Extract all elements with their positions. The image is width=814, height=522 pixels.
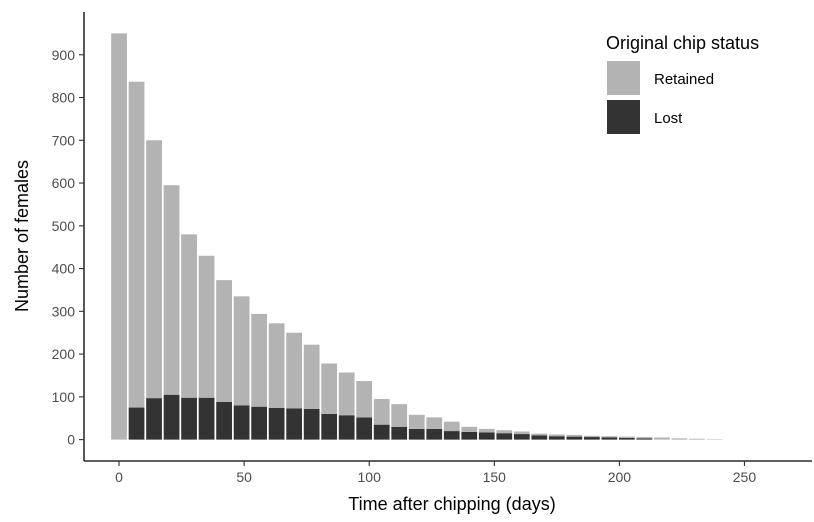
y-axis-title: Number of females xyxy=(12,160,32,312)
bar-lost-189 xyxy=(583,437,600,440)
x-tick-label-0: 0 xyxy=(115,469,123,485)
bar-lost-182 xyxy=(566,436,583,440)
bar-lost-119 xyxy=(408,428,425,440)
legend-label-lost: Lost xyxy=(654,110,683,127)
bar-retained-189 xyxy=(583,435,600,438)
bar-lost-154 xyxy=(496,433,513,440)
bar-retained-126 xyxy=(426,417,443,429)
bar-retained-196 xyxy=(601,436,618,438)
bar-retained-182 xyxy=(566,434,583,437)
legend-label-retained: Retained xyxy=(654,71,714,88)
bar-lost-84 xyxy=(321,413,338,440)
bar-retained-49 xyxy=(233,296,250,406)
y-tick-label-0: 0 xyxy=(67,432,75,448)
y-tick-label-400: 400 xyxy=(52,261,76,277)
bar-lost-63 xyxy=(268,407,285,440)
y-tick-label-700: 700 xyxy=(52,132,76,148)
bar-lost-14 xyxy=(146,398,162,440)
bar-retained-98 xyxy=(356,381,373,418)
y-tick-label-300: 300 xyxy=(52,303,76,319)
bar-retained-112 xyxy=(391,404,408,427)
x-ticks: 0 50 100 150 200 250 xyxy=(115,461,756,485)
bar-lost-210 xyxy=(636,438,653,440)
bar-retained-168 xyxy=(531,433,548,436)
bar-lost-112 xyxy=(391,426,408,440)
bar-lost-175 xyxy=(548,436,565,440)
bar-retained-105 xyxy=(373,399,390,425)
bar-lost-7 xyxy=(128,407,145,440)
bar-lost-49 xyxy=(233,405,250,440)
y-tick-label-600: 600 xyxy=(52,175,76,191)
legend-swatch-lost xyxy=(607,100,640,134)
x-axis-title: Time after chipping (days) xyxy=(348,494,555,514)
bar-lost-77 xyxy=(303,408,320,440)
bar-retained-0 xyxy=(111,33,127,440)
bar-retained-70 xyxy=(286,332,303,409)
bar-lost-126 xyxy=(426,428,443,440)
bar-lost-133 xyxy=(443,431,460,440)
y-tick-label-800: 800 xyxy=(52,90,76,106)
bar-lost-98 xyxy=(356,417,373,440)
bar-lost-161 xyxy=(513,434,530,440)
bar-retained-28 xyxy=(181,234,197,398)
bar-retained-35 xyxy=(198,255,215,398)
x-tick-label-200: 200 xyxy=(608,469,632,485)
bar-retained-224 xyxy=(671,438,688,440)
bar-retained-210 xyxy=(636,437,653,439)
bar-lost-91 xyxy=(338,415,355,440)
bar-retained-175 xyxy=(548,434,565,437)
axes xyxy=(83,12,812,462)
bar-retained-119 xyxy=(408,414,425,429)
bar-lost-147 xyxy=(478,432,495,440)
y-tick-label-100: 100 xyxy=(52,389,76,405)
bar-lost-140 xyxy=(461,431,478,440)
bar-lost-168 xyxy=(531,435,548,440)
bar-lost-70 xyxy=(286,408,303,440)
x-tick-label-250: 250 xyxy=(733,469,757,485)
bar-retained-133 xyxy=(443,421,460,432)
bar-lost-35 xyxy=(198,397,215,440)
bar-retained-154 xyxy=(496,430,513,434)
y-tick-label-200: 200 xyxy=(52,346,76,362)
bar-retained-21 xyxy=(163,185,180,395)
bar-lost-196 xyxy=(601,437,618,440)
bar-retained-217 xyxy=(654,437,670,440)
bar-lost-42 xyxy=(216,401,232,440)
bar-lost-203 xyxy=(618,437,635,440)
x-tick-label-150: 150 xyxy=(483,469,507,485)
legend-swatch-retained xyxy=(607,61,640,95)
bar-lost-56 xyxy=(251,406,267,440)
bar-retained-147 xyxy=(478,428,495,433)
y-tick-label-900: 900 xyxy=(52,47,76,63)
bar-retained-140 xyxy=(461,426,478,432)
legend-title: Original chip status xyxy=(606,33,759,53)
y-ticks: 0 100 200 300 400 500 600 700 800 900 xyxy=(52,47,84,448)
bar-retained-56 xyxy=(251,313,267,407)
legend: Original chip status Retained Lost xyxy=(606,33,759,134)
bar-retained-84 xyxy=(321,363,338,414)
x-tick-label-50: 50 xyxy=(236,469,252,485)
bar-retained-14 xyxy=(146,140,162,399)
bar-lost-21 xyxy=(163,394,180,440)
bar-retained-161 xyxy=(513,431,530,435)
bar-retained-77 xyxy=(303,344,320,409)
bar-retained-203 xyxy=(618,436,635,438)
bar-lost-105 xyxy=(373,424,390,440)
bar-retained-63 xyxy=(268,323,285,408)
bar-retained-91 xyxy=(338,372,355,416)
x-tick-label-100: 100 xyxy=(358,469,382,485)
bar-retained-231 xyxy=(689,438,705,440)
bar-retained-42 xyxy=(216,280,232,402)
bar-retained-7 xyxy=(128,81,145,408)
bars-layer xyxy=(111,33,723,440)
bar-lost-28 xyxy=(181,397,197,440)
y-tick-label-500: 500 xyxy=(52,218,76,234)
